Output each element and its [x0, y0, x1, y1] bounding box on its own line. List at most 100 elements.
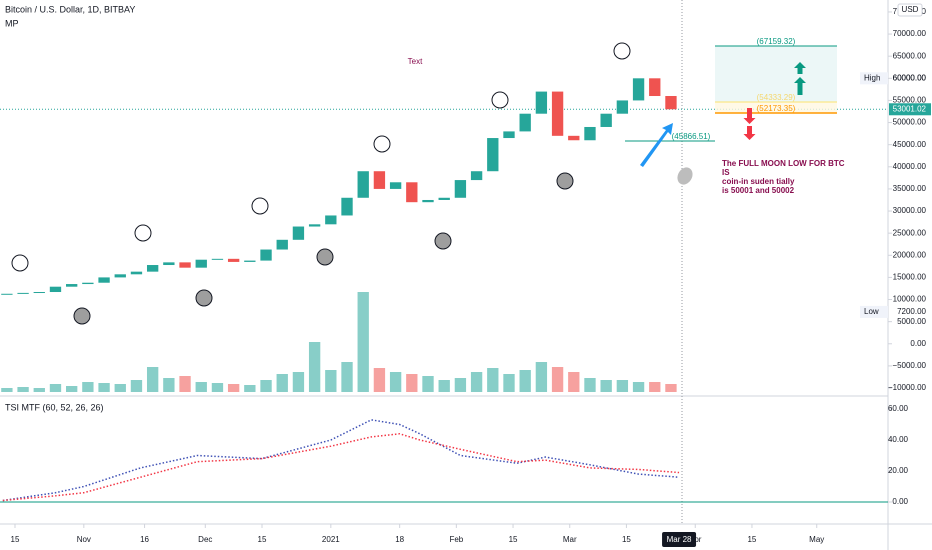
x-tick-label: 2021	[322, 535, 340, 544]
volume-bar	[584, 378, 596, 392]
volume-bar	[454, 378, 467, 392]
volume-bar	[33, 388, 45, 392]
currency-label[interactable]: USD	[902, 5, 919, 14]
x-tick-label: 15	[747, 535, 756, 544]
volume-bar	[244, 385, 256, 392]
candle	[325, 215, 337, 225]
down-arrows	[743, 108, 756, 140]
y-tick-label: 45000.00	[893, 140, 927, 149]
volume-bar	[422, 376, 434, 392]
volume-bar	[535, 362, 548, 392]
candle	[17, 292, 29, 294]
candle	[292, 226, 305, 240]
volume-bar	[179, 376, 191, 392]
volume-bar	[357, 292, 369, 392]
x-tick-label: Dec	[198, 535, 212, 544]
candle	[227, 258, 240, 262]
volume-bar	[438, 380, 450, 392]
indicator-title: TSI MTF (60, 52, 26, 26)	[5, 402, 104, 412]
volume-bar	[1, 388, 13, 392]
volume-bar	[470, 372, 483, 392]
candle	[649, 78, 661, 97]
moon-marker	[677, 167, 693, 185]
volume-bar	[406, 374, 418, 392]
candle	[195, 259, 207, 268]
volume-bar	[211, 383, 224, 392]
volume-bar	[276, 374, 288, 392]
volume-bar	[98, 383, 110, 392]
y-tick-label: 70000.00	[893, 29, 927, 38]
last-price-label: 53001.02	[893, 104, 927, 113]
volume-bar	[341, 362, 353, 392]
candle	[600, 113, 612, 127]
x-tick-label: 15	[509, 535, 518, 544]
candle	[632, 78, 645, 101]
volume-bar	[665, 384, 677, 392]
candle	[454, 180, 467, 198]
candle	[49, 286, 62, 293]
x-tick-label: 15	[622, 535, 631, 544]
candle	[146, 265, 159, 272]
y-tick-label: 15000.00	[893, 273, 927, 282]
candle	[1, 293, 13, 295]
candle	[535, 91, 548, 114]
volume-bar	[325, 370, 337, 392]
y-tick-label: 60000.00	[893, 73, 927, 82]
y-tick-label: 10000.00	[893, 295, 927, 304]
candle	[130, 271, 143, 275]
volume-bar	[82, 382, 94, 392]
low-badge	[860, 305, 888, 318]
candle	[179, 262, 191, 268]
y2-tick-label: 60.00	[888, 404, 909, 413]
currency-badge[interactable]	[897, 3, 923, 17]
candle	[519, 113, 531, 132]
note: The FULL MOON LOW FOR BTC IS coin-in sud…	[722, 159, 845, 195]
volume-bar	[487, 368, 499, 392]
candle	[98, 277, 110, 283]
x-tick-label: May	[809, 535, 824, 544]
low-price: 7200.00	[897, 307, 926, 316]
candle	[487, 138, 499, 172]
volume-bar	[260, 380, 272, 392]
y-tick-label: −5000.00	[892, 361, 926, 370]
fib-label: (67159.32)	[757, 37, 796, 46]
y-tick-label: 50000.00	[893, 118, 927, 127]
candle	[308, 224, 321, 227]
x-tick-label: Nov	[77, 535, 91, 544]
y-tick-label: 65000.00	[893, 51, 927, 60]
chart-title: Bitcoin / U.S. Dollar, 1D, BITBAY	[5, 4, 135, 14]
note-line: is 50001 and 50002	[722, 186, 795, 195]
volume-bar	[551, 367, 564, 392]
candle	[503, 131, 515, 139]
note-line: coin-in suden tially	[722, 177, 795, 186]
high-price: 60000.00	[893, 73, 927, 82]
candle	[260, 249, 272, 261]
up-arrows	[794, 62, 806, 95]
candle	[82, 282, 94, 285]
high-badge	[860, 72, 888, 85]
y-tick-label: 0.00	[910, 339, 926, 348]
last-price-badge	[889, 103, 931, 116]
fib-zone	[715, 46, 837, 102]
low-label: Low	[864, 307, 879, 316]
fib-label: (45866.51)	[672, 132, 711, 141]
y2-tick-label: 40.00	[888, 435, 909, 444]
volume-bar	[163, 378, 175, 392]
high-label: High	[864, 73, 880, 82]
volume-bar	[389, 372, 402, 392]
volume-bar	[292, 372, 305, 392]
candle	[341, 197, 353, 216]
volume-bar	[308, 342, 321, 392]
volume-bar	[49, 384, 62, 392]
tsi-line	[2, 433, 680, 502]
x-tick-label: 15	[11, 535, 20, 544]
candle	[406, 182, 418, 203]
volume-bar	[66, 386, 78, 392]
x-tick-label: Feb	[449, 535, 463, 544]
fib-label: (52173.35)	[757, 104, 796, 113]
annotation-text: Text	[408, 57, 423, 66]
candle	[584, 126, 596, 141]
volume-bar	[373, 368, 386, 392]
cursor-label: Mar 28	[667, 535, 692, 544]
